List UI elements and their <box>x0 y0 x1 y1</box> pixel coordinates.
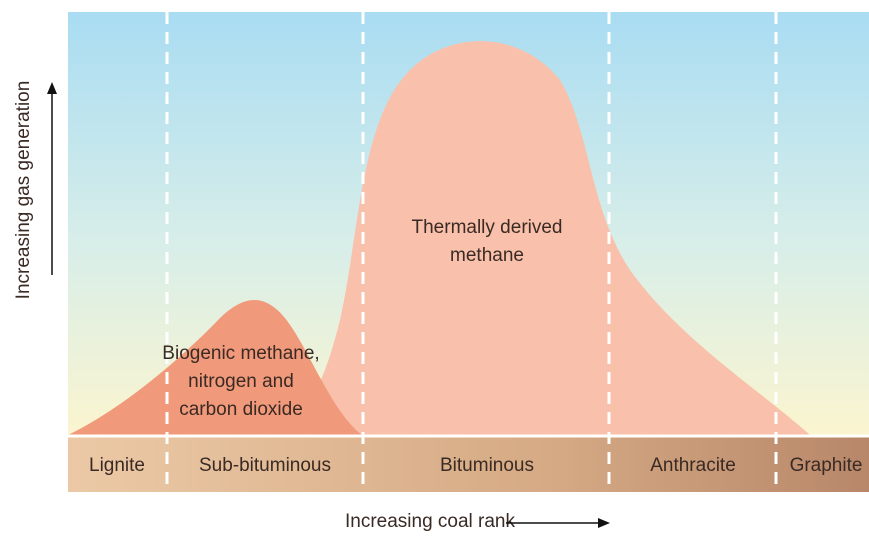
dividers <box>165 12 778 492</box>
x-arrowhead <box>598 518 610 528</box>
rank-label: Sub-bituminous <box>199 455 331 476</box>
rank-label: Graphite <box>790 455 863 476</box>
region-label: nitrogen and <box>188 371 294 392</box>
region-label: carbon dioxide <box>179 399 303 420</box>
region-label: Biogenic methane, <box>162 343 319 364</box>
y-arrowhead <box>47 82 57 94</box>
rank-label: Lignite <box>89 455 145 476</box>
y-axis-label: Increasing gas generation <box>13 81 34 300</box>
rank-label: Bituminous <box>440 455 534 476</box>
rank-band <box>68 436 869 492</box>
biogenic-curve <box>68 300 362 435</box>
rank-label: Anthracite <box>650 455 736 476</box>
region-label: Thermally derived <box>412 217 563 238</box>
region-label: methane <box>450 245 524 266</box>
x-axis-label: Increasing coal rank <box>345 511 516 532</box>
thermal-curve <box>250 41 810 435</box>
